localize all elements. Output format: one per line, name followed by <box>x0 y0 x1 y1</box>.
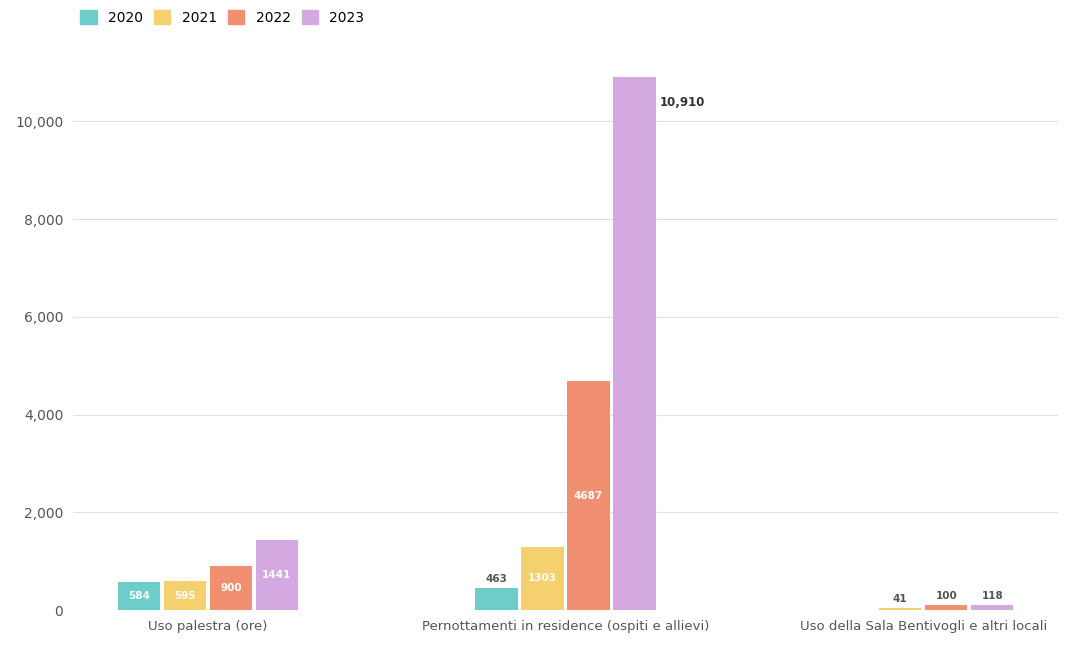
Text: 584: 584 <box>128 591 149 601</box>
Bar <box>210 566 252 610</box>
Bar <box>475 588 518 610</box>
Text: 100: 100 <box>936 592 958 601</box>
Bar <box>255 540 298 610</box>
Bar <box>163 581 206 610</box>
Bar <box>880 608 922 610</box>
Text: 1441: 1441 <box>262 570 291 580</box>
Text: 10,910: 10,910 <box>660 97 705 110</box>
Bar <box>925 605 967 610</box>
Bar <box>118 582 160 610</box>
Bar <box>522 546 564 610</box>
Text: 41: 41 <box>893 594 908 605</box>
Text: 4687: 4687 <box>573 491 603 501</box>
Text: 463: 463 <box>486 573 507 584</box>
Bar <box>567 381 610 610</box>
Text: 118: 118 <box>981 590 1003 601</box>
Bar <box>613 77 656 610</box>
Legend: 2020, 2021, 2022, 2023: 2020, 2021, 2022, 2023 <box>80 10 365 25</box>
Text: 595: 595 <box>174 591 196 601</box>
Text: 900: 900 <box>220 583 241 594</box>
Text: 1303: 1303 <box>528 573 557 583</box>
Bar <box>972 605 1014 610</box>
